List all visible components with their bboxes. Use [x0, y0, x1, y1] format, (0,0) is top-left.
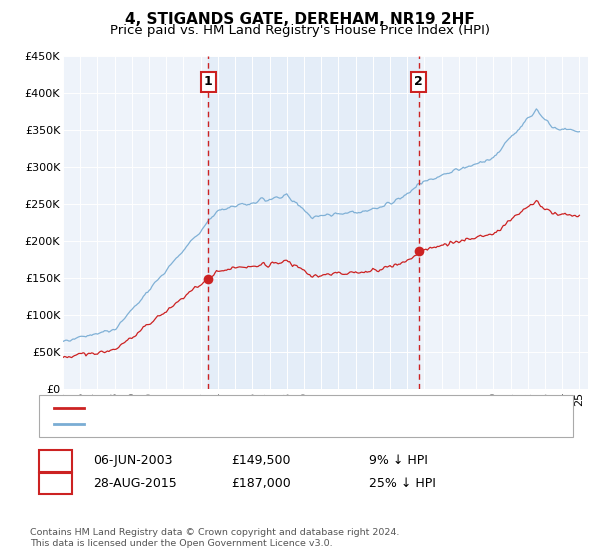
Text: Price paid vs. HM Land Registry's House Price Index (HPI): Price paid vs. HM Land Registry's House …	[110, 24, 490, 37]
Text: 2: 2	[51, 477, 60, 490]
Text: 2: 2	[414, 76, 423, 88]
Bar	[208, 56, 419, 389]
Text: £187,000: £187,000	[231, 477, 291, 490]
Text: 4, STIGANDS GATE, DEREHAM, NR19 2HF: 4, STIGANDS GATE, DEREHAM, NR19 2HF	[125, 12, 475, 27]
Text: 06-JUN-2003: 06-JUN-2003	[93, 454, 173, 468]
Text: 1: 1	[204, 76, 212, 88]
Text: £149,500: £149,500	[231, 454, 290, 468]
Text: Contains HM Land Registry data © Crown copyright and database right 2024.
This d: Contains HM Land Registry data © Crown c…	[30, 528, 400, 548]
Text: 4, STIGANDS GATE, DEREHAM, NR19 2HF (detached house): 4, STIGANDS GATE, DEREHAM, NR19 2HF (det…	[93, 402, 443, 414]
Text: HPI: Average price, detached house, Breckland: HPI: Average price, detached house, Brec…	[93, 417, 370, 430]
Text: 28-AUG-2015: 28-AUG-2015	[93, 477, 177, 490]
Text: 1: 1	[51, 454, 60, 468]
Text: 9% ↓ HPI: 9% ↓ HPI	[369, 454, 428, 468]
Text: 25% ↓ HPI: 25% ↓ HPI	[369, 477, 436, 490]
